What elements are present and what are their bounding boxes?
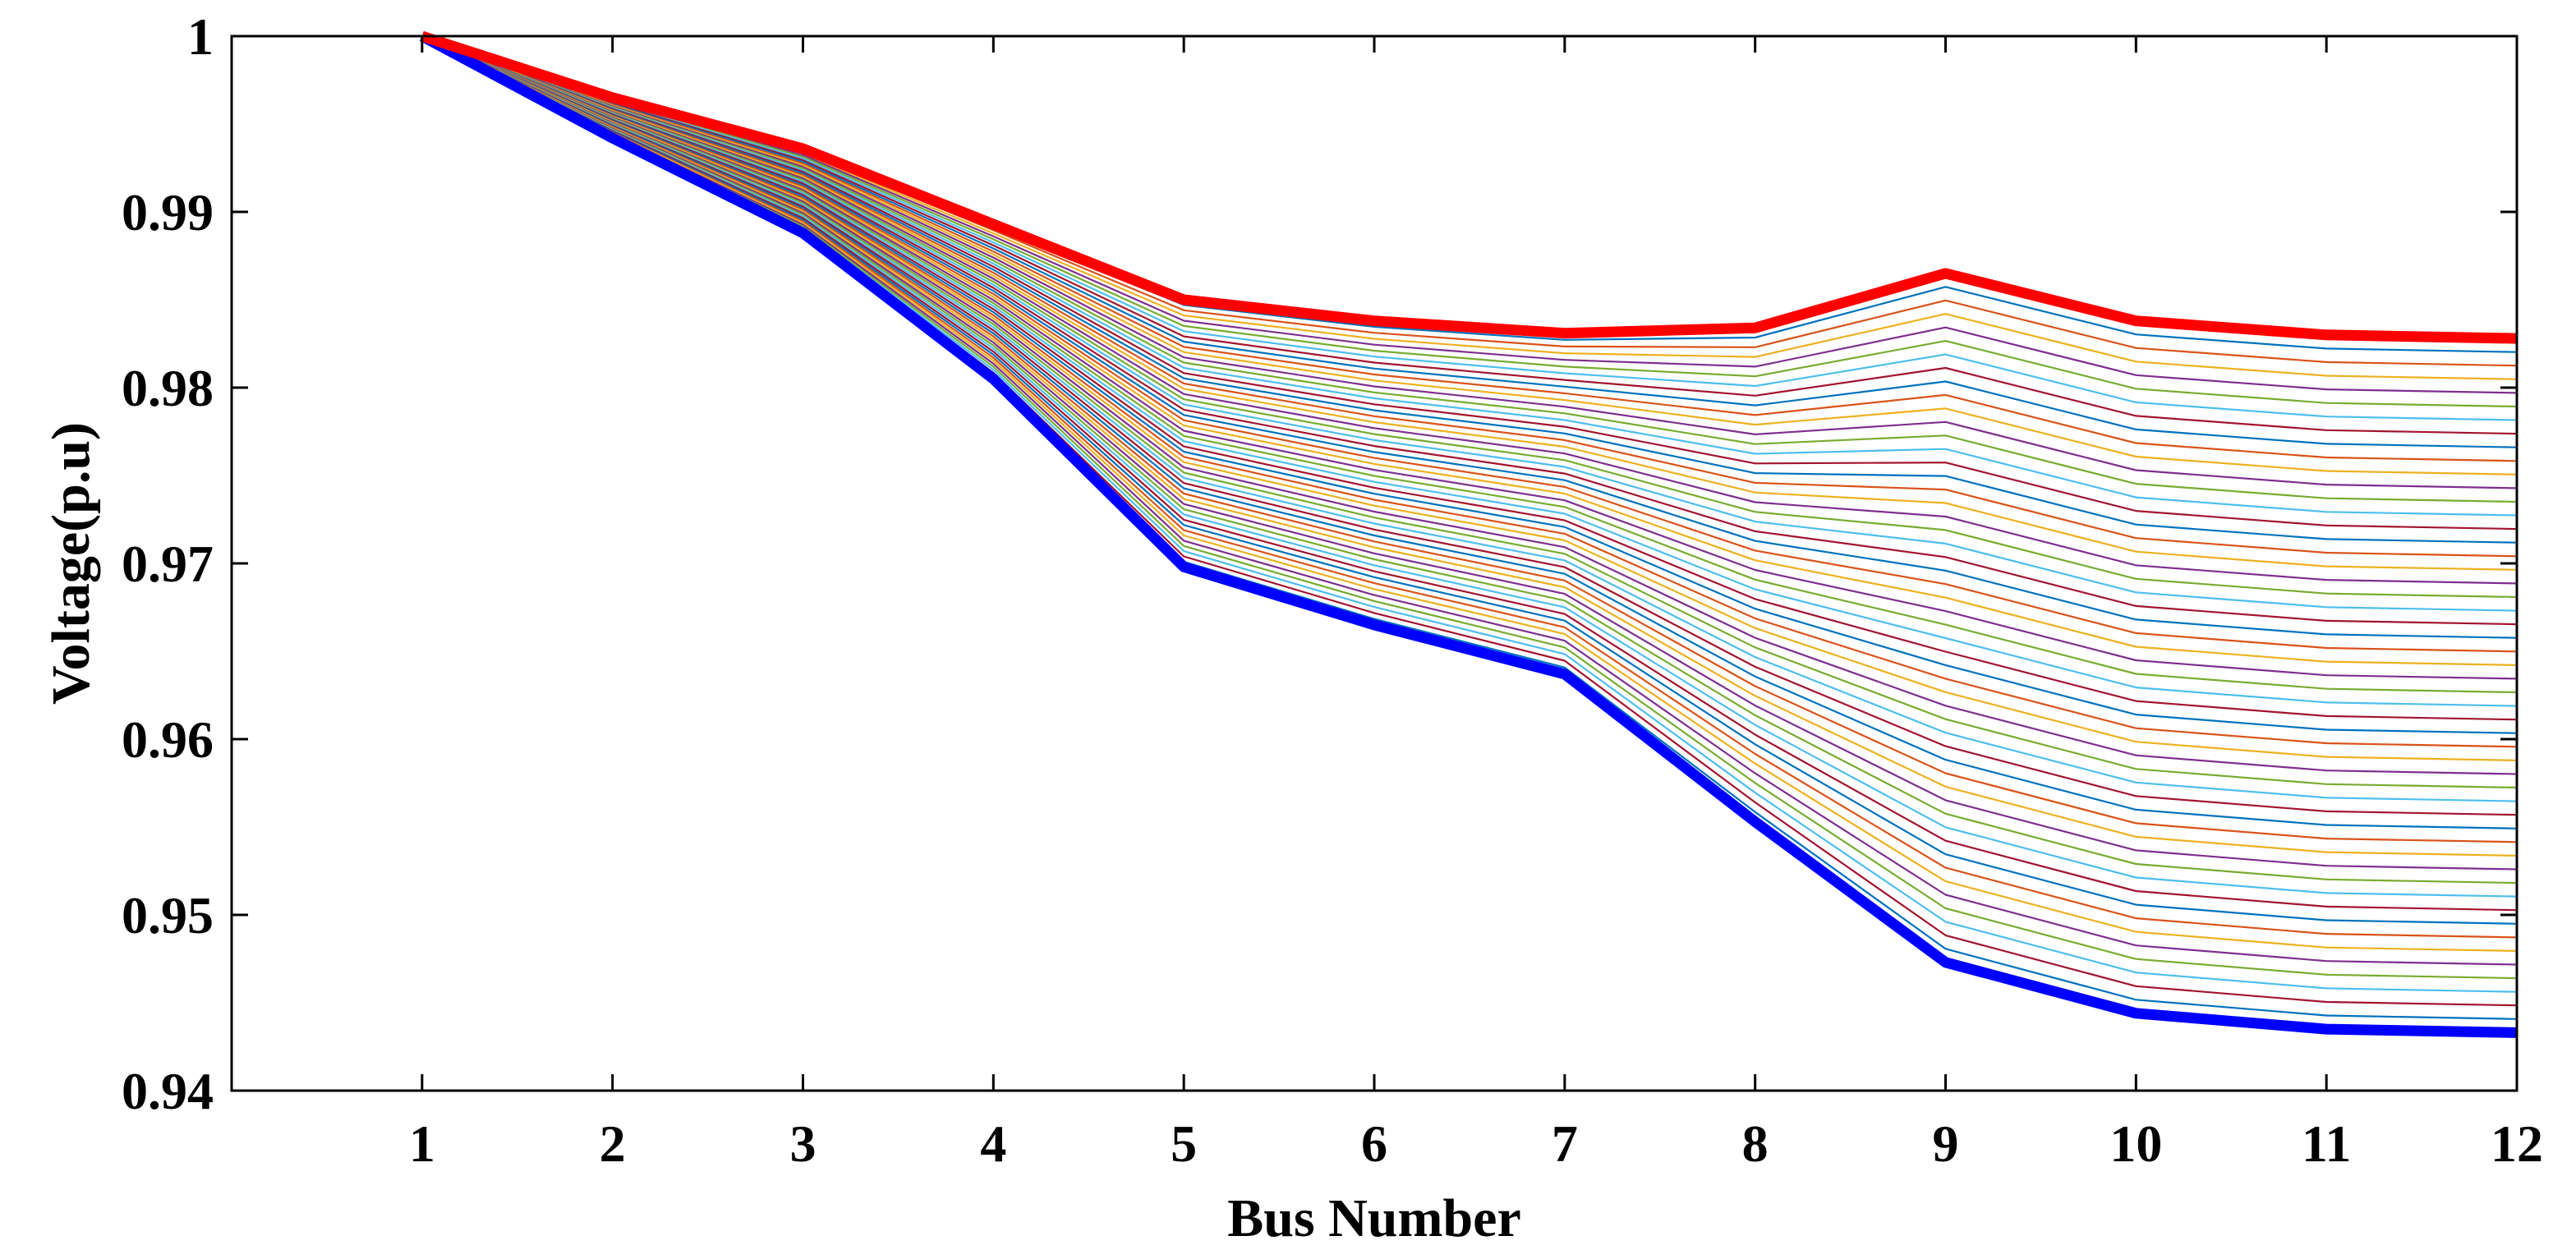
- y-tick-label: 0.99: [122, 183, 214, 241]
- y-tick-label: 0.98: [122, 359, 214, 417]
- band-series-line-42: [421, 35, 2518, 912]
- band-series-line-36: [421, 35, 2518, 829]
- band-series-line-13: [421, 34, 2518, 517]
- band-series-line-35: [421, 35, 2518, 816]
- band-series-line-32: [421, 34, 2518, 775]
- band-series-line-25: [421, 34, 2518, 680]
- band-series-line-4: [421, 34, 2518, 394]
- band-series-line-18: [421, 34, 2518, 585]
- x-tick-label: 3: [790, 1114, 816, 1173]
- band-series-line-38: [421, 35, 2518, 857]
- band-series-line-11: [421, 34, 2518, 489]
- x-tick-label: 6: [1361, 1114, 1387, 1173]
- y-axis-title: Voltage(p.u): [41, 422, 101, 705]
- band-series-line-8: [421, 34, 2518, 448]
- tick-layer: 1 2 3 4 5 6 7 8 9 10 11 120.940.950.960.970.980.991: [122, 7, 2543, 1173]
- band-series-line-24: [421, 34, 2518, 666]
- band-series-line-27: [421, 34, 2518, 707]
- band-series-line-26: [421, 34, 2518, 694]
- band-series-line-47: [421, 35, 2518, 980]
- x-tick-label: 11: [2302, 1114, 2351, 1173]
- band-series-line-20: [421, 34, 2518, 612]
- x-tick-label: 1: [409, 1114, 435, 1173]
- x-tick-label: 2: [600, 1114, 626, 1173]
- band-series-line-33: [421, 35, 2518, 789]
- y-tick-label: 1: [187, 7, 214, 66]
- y-tick-label: 0.95: [122, 886, 214, 944]
- band-series-line-34: [421, 35, 2518, 802]
- band-series-line-30: [421, 34, 2518, 748]
- band-series-line-29: [421, 34, 2518, 734]
- x-tick-label: 5: [1171, 1114, 1197, 1173]
- band-series-line-31: [421, 34, 2518, 761]
- band-series-line-40: [421, 35, 2518, 885]
- band-series-line-28: [421, 34, 2518, 721]
- band-series-line-15: [421, 34, 2518, 544]
- band-series-line-12: [421, 34, 2518, 503]
- band-series-line-17: [421, 34, 2518, 571]
- band-series-line-23: [421, 34, 2518, 653]
- band-series-line-44: [421, 35, 2518, 939]
- band-series-line-41: [421, 35, 2518, 898]
- band-series-line-7: [421, 34, 2518, 435]
- y-tick-label: 0.96: [122, 710, 214, 769]
- band-series-line-39: [421, 35, 2518, 871]
- series-layer: [419, 30, 2518, 1038]
- band-series-line-21: [421, 34, 2518, 626]
- series-line-lower: [419, 31, 2518, 1038]
- band-series-line-10: [421, 34, 2518, 476]
- y-tick-label: 0.94: [122, 1062, 214, 1120]
- x-tick-label: 10: [2109, 1114, 2162, 1173]
- x-tick-label: 12: [2491, 1114, 2543, 1173]
- series-line-upper: [420, 30, 2518, 344]
- x-tick-label: 9: [1933, 1114, 1959, 1173]
- y-tick-label: 0.97: [122, 535, 214, 593]
- x-tick-label: 8: [1742, 1114, 1769, 1173]
- band-series-line-22: [421, 34, 2518, 639]
- x-tick-label: 4: [980, 1114, 1006, 1173]
- band-series-line-46: [421, 35, 2518, 966]
- band-series-line-37: [421, 35, 2518, 843]
- band-series-line-43: [421, 35, 2518, 925]
- band-series-line-19: [421, 34, 2518, 599]
- band-series-line-5: [421, 34, 2518, 408]
- x-axis-title: Bus Number: [1227, 1188, 1521, 1248]
- band-series-line-45: [421, 35, 2518, 952]
- band-series-line-6: [421, 34, 2518, 421]
- band-series-line-9: [421, 34, 2518, 462]
- x-tick-label: 7: [1552, 1114, 1578, 1173]
- band-series-line-16: [421, 34, 2518, 558]
- band-series-line-14: [421, 34, 2518, 531]
